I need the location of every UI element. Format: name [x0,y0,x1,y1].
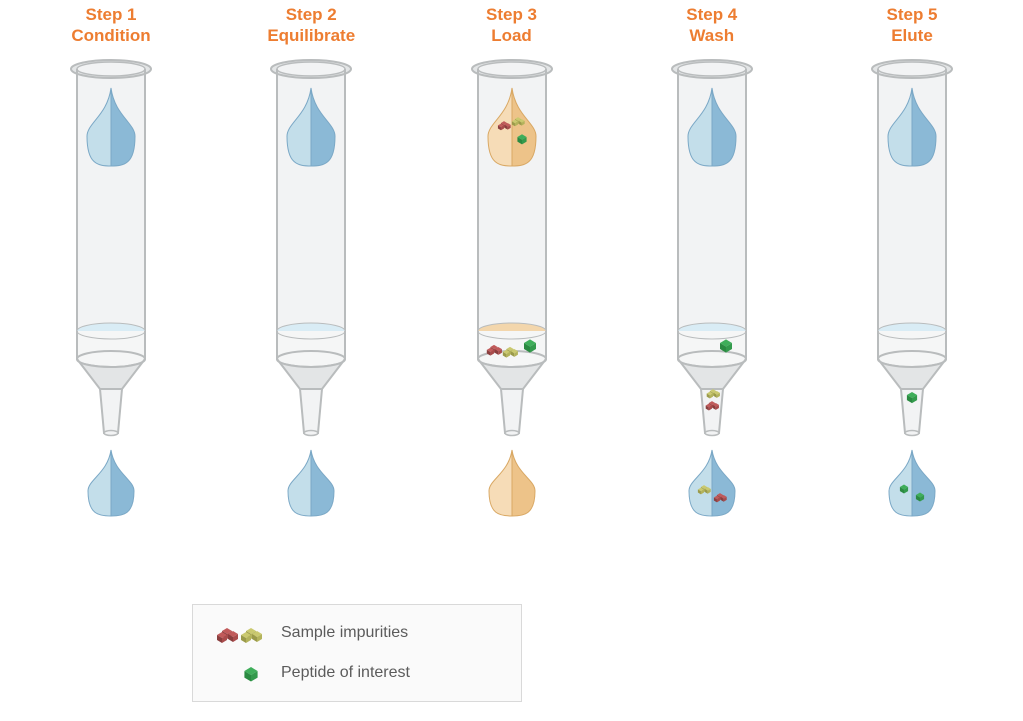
spe-column-icon [31,59,191,529]
legend-impurities-icons [211,619,267,647]
step-title: Step 5 Elute [886,4,937,47]
legend-impurities-label: Sample impurities [281,624,408,642]
step-column-3: Step 3 Load [427,4,597,529]
spe-column-icon [432,59,592,529]
legend-row-impurities: Sample impurities [211,619,503,647]
spe-column-icon [832,59,992,529]
step-title: Step 2 Equilibrate [267,4,355,47]
step-column-5: Step 5 Elute [827,4,997,529]
legend-peptide-icons [211,659,267,687]
spe-column-icon [632,59,792,529]
legend-peptide-label: Peptide of interest [281,664,410,682]
step-title: Step 1 Condition [71,4,150,47]
legend-row-peptide: Peptide of interest [211,659,503,687]
steps-row: Step 1 Condition Step 2 Equilibrate Step… [0,4,1023,529]
step-column-1: Step 1 Condition [26,4,196,529]
spe-workflow-diagram: Step 1 Condition Step 2 Equilibrate Step… [0,0,1023,721]
step-title: Step 4 Wash [686,4,737,47]
step-title: Step 3 Load [486,4,537,47]
legend-box: Sample impurities Peptide of interest [192,604,522,702]
spe-column-icon [231,59,391,529]
step-column-4: Step 4 Wash [627,4,797,529]
step-column-2: Step 2 Equilibrate [226,4,396,529]
